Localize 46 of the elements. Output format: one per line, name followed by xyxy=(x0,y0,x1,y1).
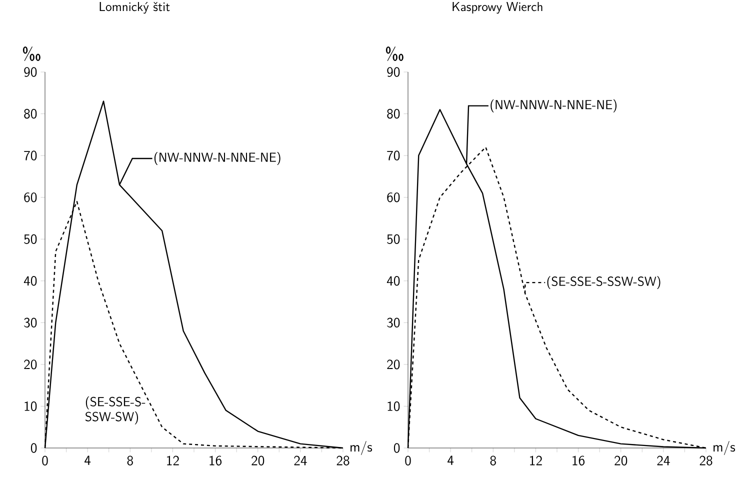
y-tick-label: 60 xyxy=(387,192,400,202)
x-tick-label: 20 xyxy=(252,456,264,466)
y-tick-label: 20 xyxy=(24,360,37,370)
x-tick-label: 24 xyxy=(657,456,670,466)
x-tick-label: 8 xyxy=(127,456,133,466)
x-tick-label: 4 xyxy=(448,456,454,465)
x-tick-label: 8 xyxy=(490,456,496,466)
x-tick-label: 0 xyxy=(405,456,411,466)
legend-label: (SE-SSE-S-SSW-SW) xyxy=(547,276,660,290)
y-tick-label: 0 xyxy=(394,443,400,453)
text: (NW-NNW-N-NNE-NE) xyxy=(490,99,616,112)
y-tick-label: 50 xyxy=(387,234,400,244)
y-axis-title: ‰ xyxy=(22,46,40,61)
y-tick-label: 10 xyxy=(24,401,37,412)
x-tick-label: 28 xyxy=(336,456,350,466)
x-tick-label: 12 xyxy=(530,456,542,466)
x-tick-label: 24 xyxy=(294,456,307,466)
y-tick-label: 50 xyxy=(24,234,37,244)
y-tick-label: 90 xyxy=(387,67,400,77)
x-tick-label: 12 xyxy=(167,456,179,466)
y-tick-label: 30 xyxy=(24,318,37,328)
x-tick-label: 0 xyxy=(42,456,48,466)
y-tick-label: 70 xyxy=(387,150,400,160)
y-tick-label: 10 xyxy=(388,401,400,412)
y-tick-label: 30 xyxy=(387,318,400,328)
x-tick-label: 28 xyxy=(700,456,712,466)
y-tick-label: 90 xyxy=(24,67,37,77)
series-label: (SE-SSE-S-SSW-SW) xyxy=(86,396,146,424)
y-tick-label: 40 xyxy=(386,276,400,286)
text: (NW-NNW-N-NNE-NE) xyxy=(154,152,280,165)
y-tick-label: 20 xyxy=(387,360,400,370)
y-tick-label: 40 xyxy=(24,276,37,286)
y-tick-label: 70 xyxy=(24,150,37,160)
chart-title: Kasprowy Wierch xyxy=(452,2,542,14)
x-tick-label: 16 xyxy=(210,456,222,466)
x-axis-title: m/s xyxy=(714,441,736,455)
y-axis-title: ‰ xyxy=(386,46,404,61)
x-tick-label: 20 xyxy=(614,456,628,466)
y-tick-label: 0 xyxy=(30,443,37,453)
y-tick-label: 80 xyxy=(387,108,400,119)
x-axis-title: m/s xyxy=(350,441,372,455)
y-tick-label: 80 xyxy=(24,108,37,119)
x-tick-label: 16 xyxy=(572,456,585,466)
chart-title: Lomnický štit xyxy=(100,2,170,14)
y-tick-label: 60 xyxy=(24,192,37,202)
x-tick-label: 4 xyxy=(84,456,91,465)
